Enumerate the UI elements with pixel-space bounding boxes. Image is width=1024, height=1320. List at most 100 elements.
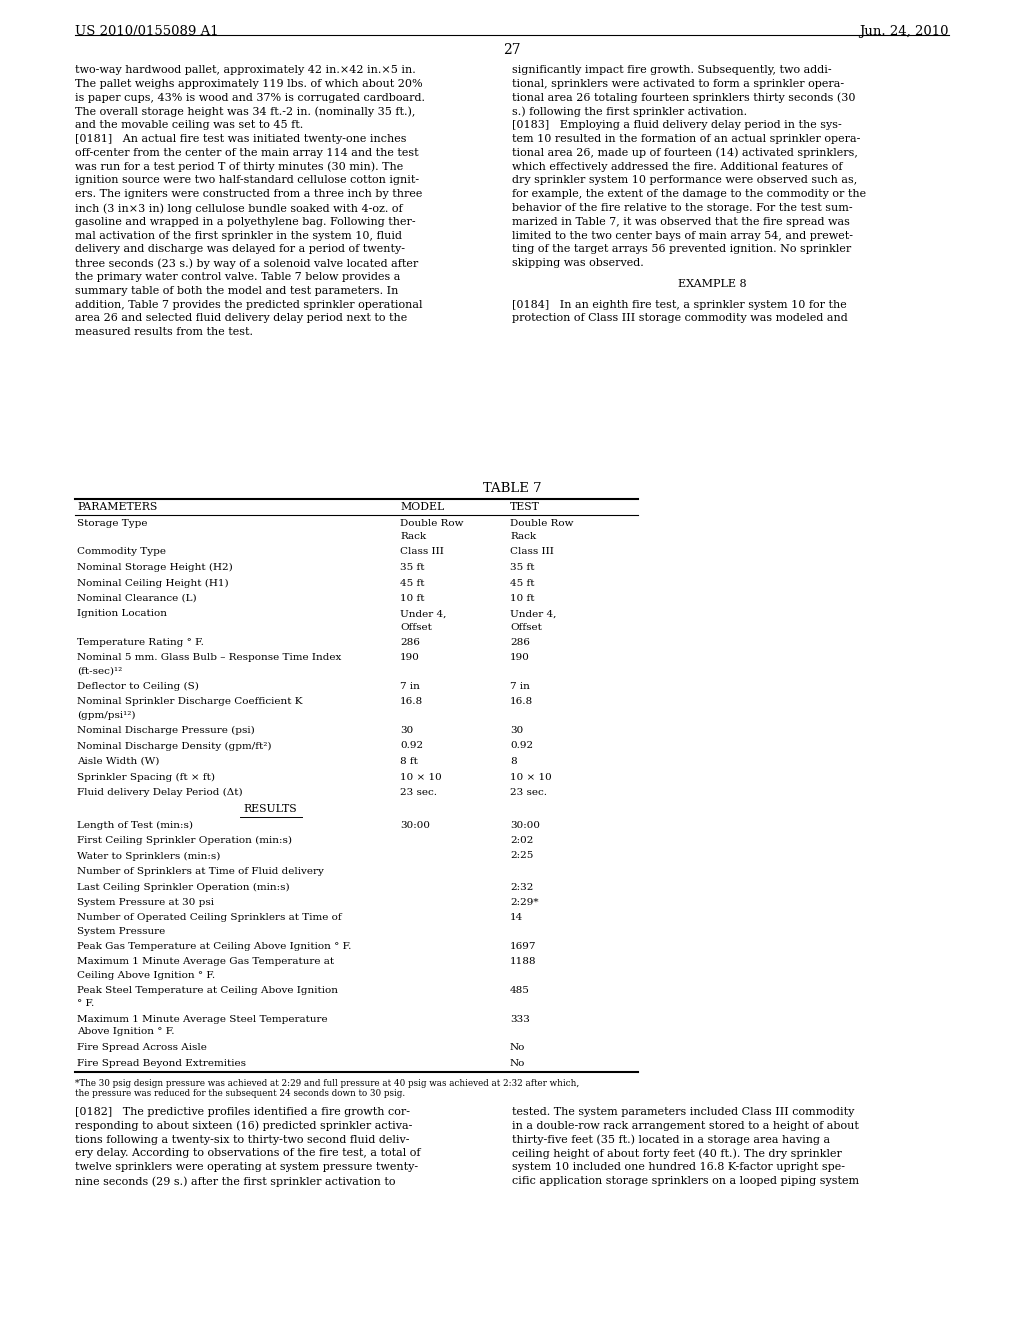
Text: Class III: Class III [510, 548, 554, 557]
Text: [0183]   Employing a fluid delivery delay period in the sys-: [0183] Employing a fluid delivery delay … [512, 120, 842, 131]
Text: 2:02: 2:02 [510, 836, 534, 845]
Text: 10 × 10: 10 × 10 [510, 772, 552, 781]
Text: tem 10 resulted in the formation of an actual sprinkler opera-: tem 10 resulted in the formation of an a… [512, 135, 860, 144]
Text: Length of Test (min:s): Length of Test (min:s) [77, 821, 193, 830]
Text: system 10 included one hundred 16.8 K-factor upright spe-: system 10 included one hundred 16.8 K-fa… [512, 1162, 845, 1172]
Text: Storage Type: Storage Type [77, 519, 147, 528]
Text: Peak Gas Temperature at Ceiling Above Ignition ° F.: Peak Gas Temperature at Ceiling Above Ig… [77, 942, 351, 950]
Text: tested. The system parameters included Class III commodity: tested. The system parameters included C… [512, 1107, 854, 1117]
Text: US 2010/0155089 A1: US 2010/0155089 A1 [75, 25, 219, 38]
Text: Nominal 5 mm. Glass Bulb – Response Time Index: Nominal 5 mm. Glass Bulb – Response Time… [77, 653, 341, 663]
Text: Ceiling Above Ignition ° F.: Ceiling Above Ignition ° F. [77, 970, 215, 979]
Text: off-center from the center of the main array 114 and the test: off-center from the center of the main a… [75, 148, 419, 158]
Text: Temperature Rating ° F.: Temperature Rating ° F. [77, 638, 204, 647]
Text: Ignition Location: Ignition Location [77, 610, 167, 619]
Text: *The 30 psig design pressure was achieved at 2:29 and full pressure at 40 psig w: *The 30 psig design pressure was achieve… [75, 1078, 580, 1088]
Text: was run for a test period T of thirty minutes (30 min). The: was run for a test period T of thirty mi… [75, 161, 403, 172]
Text: responding to about sixteen (16) predicted sprinkler activa-: responding to about sixteen (16) predict… [75, 1121, 413, 1131]
Text: Rack: Rack [400, 532, 426, 541]
Text: 23 sec.: 23 sec. [510, 788, 547, 797]
Text: 45 ft: 45 ft [510, 578, 535, 587]
Text: 8 ft: 8 ft [400, 756, 418, 766]
Text: tional, sprinklers were activated to form a sprinkler opera-: tional, sprinklers were activated to for… [512, 79, 844, 88]
Text: 2:29*: 2:29* [510, 898, 539, 907]
Text: Fire Spread Across Aisle: Fire Spread Across Aisle [77, 1043, 207, 1052]
Text: 0.92: 0.92 [510, 742, 534, 751]
Text: Above Ignition ° F.: Above Ignition ° F. [77, 1027, 174, 1036]
Text: 2:25: 2:25 [510, 851, 534, 861]
Text: 30: 30 [400, 726, 414, 735]
Text: 7 in: 7 in [400, 682, 420, 690]
Text: Nominal Storage Height (H2): Nominal Storage Height (H2) [77, 564, 232, 572]
Text: tional area 26, made up of fourteen (14) activated sprinklers,: tional area 26, made up of fourteen (14)… [512, 148, 858, 158]
Text: Under 4,: Under 4, [510, 610, 556, 619]
Text: tions following a twenty-six to thirty-two second fluid deliv-: tions following a twenty-six to thirty-t… [75, 1135, 410, 1144]
Text: area 26 and selected fluid delivery delay period next to the: area 26 and selected fluid delivery dela… [75, 313, 408, 323]
Text: which effectively addressed the fire. Additional features of: which effectively addressed the fire. Ad… [512, 161, 843, 172]
Text: Commodity Type: Commodity Type [77, 548, 166, 557]
Text: RESULTS: RESULTS [243, 804, 297, 813]
Text: Fire Spread Beyond Extremities: Fire Spread Beyond Extremities [77, 1059, 246, 1068]
Text: thirty-five feet (35 ft.) located in a storage area having a: thirty-five feet (35 ft.) located in a s… [512, 1135, 830, 1146]
Text: Nominal Sprinkler Discharge Coefficient K: Nominal Sprinkler Discharge Coefficient … [77, 697, 302, 706]
Text: Sprinkler Spacing (ft × ft): Sprinkler Spacing (ft × ft) [77, 772, 215, 781]
Text: ceiling height of about forty feet (40 ft.). The dry sprinkler: ceiling height of about forty feet (40 f… [512, 1148, 842, 1159]
Text: 2:32: 2:32 [510, 883, 534, 891]
Text: 1188: 1188 [510, 957, 537, 966]
Text: mal activation of the first sprinkler in the system 10, fluid: mal activation of the first sprinkler in… [75, 231, 402, 240]
Text: No: No [510, 1059, 525, 1068]
Text: 10 ft: 10 ft [510, 594, 535, 603]
Text: [0181]   An actual fire test was initiated twenty-one inches: [0181] An actual fire test was initiated… [75, 135, 407, 144]
Text: 30:00: 30:00 [510, 821, 540, 829]
Text: 35 ft: 35 ft [510, 564, 535, 572]
Text: 16.8: 16.8 [400, 697, 423, 706]
Text: 1697: 1697 [510, 942, 537, 950]
Text: ignition source were two half-standard cellulose cotton ignit-: ignition source were two half-standard c… [75, 176, 419, 185]
Text: 286: 286 [400, 638, 420, 647]
Text: System Pressure at 30 psi: System Pressure at 30 psi [77, 898, 214, 907]
Text: skipping was observed.: skipping was observed. [512, 259, 644, 268]
Text: Nominal Discharge Pressure (psi): Nominal Discharge Pressure (psi) [77, 726, 255, 735]
Text: Nominal Ceiling Height (H1): Nominal Ceiling Height (H1) [77, 578, 228, 587]
Text: Under 4,: Under 4, [400, 610, 446, 619]
Text: marized in Table 7, it was observed that the fire spread was: marized in Table 7, it was observed that… [512, 216, 850, 227]
Text: the primary water control valve. Table 7 below provides a: the primary water control valve. Table 7… [75, 272, 400, 282]
Text: delivery and discharge was delayed for a period of twenty-: delivery and discharge was delayed for a… [75, 244, 406, 255]
Text: TABLE 7: TABLE 7 [482, 482, 542, 495]
Text: 190: 190 [510, 653, 529, 663]
Text: significantly impact fire growth. Subsequently, two addi-: significantly impact fire growth. Subseq… [512, 65, 831, 75]
Text: (gpm/psi¹²): (gpm/psi¹²) [77, 710, 135, 719]
Text: 16.8: 16.8 [510, 697, 534, 706]
Text: Number of Operated Ceiling Sprinklers at Time of: Number of Operated Ceiling Sprinklers at… [77, 913, 342, 923]
Text: 27: 27 [503, 44, 521, 57]
Text: 23 sec.: 23 sec. [400, 788, 437, 797]
Text: ting of the target arrays 56 prevented ignition. No sprinkler: ting of the target arrays 56 prevented i… [512, 244, 851, 255]
Text: Nominal Discharge Density (gpm/ft²): Nominal Discharge Density (gpm/ft²) [77, 742, 271, 751]
Text: 35 ft: 35 ft [400, 564, 425, 572]
Text: measured results from the test.: measured results from the test. [75, 327, 253, 337]
Text: 10 ft: 10 ft [400, 594, 425, 603]
Text: behavior of the fire relative to the storage. For the test sum-: behavior of the fire relative to the sto… [512, 203, 853, 213]
Text: Deflector to Ceiling (S): Deflector to Ceiling (S) [77, 682, 199, 692]
Text: 7 in: 7 in [510, 682, 529, 690]
Text: Maximum 1 Minute Average Gas Temperature at: Maximum 1 Minute Average Gas Temperature… [77, 957, 334, 966]
Text: Fluid delivery Delay Period (Δt): Fluid delivery Delay Period (Δt) [77, 788, 243, 797]
Text: ° F.: ° F. [77, 999, 94, 1008]
Text: 8: 8 [510, 756, 517, 766]
Text: and the movable ceiling was set to 45 ft.: and the movable ceiling was set to 45 ft… [75, 120, 303, 131]
Text: tional area 26 totaling fourteen sprinklers thirty seconds (30: tional area 26 totaling fourteen sprinkl… [512, 92, 855, 103]
Text: EXAMPLE 8: EXAMPLE 8 [678, 279, 746, 289]
Text: 190: 190 [400, 653, 420, 663]
Text: Water to Sprinklers (min:s): Water to Sprinklers (min:s) [77, 851, 220, 861]
Text: Last Ceiling Sprinkler Operation (min:s): Last Ceiling Sprinkler Operation (min:s) [77, 883, 290, 891]
Text: No: No [510, 1043, 525, 1052]
Text: 333: 333 [510, 1015, 529, 1023]
Text: the pressure was reduced for the subsequent 24 seconds down to 30 psig.: the pressure was reduced for the subsequ… [75, 1089, 406, 1098]
Text: The pallet weighs approximately 119 lbs. of which about 20%: The pallet weighs approximately 119 lbs.… [75, 79, 423, 88]
Text: Rack: Rack [510, 532, 537, 541]
Text: (ft-sec)¹²: (ft-sec)¹² [77, 667, 122, 676]
Text: nine seconds (29 s.) after the first sprinkler activation to: nine seconds (29 s.) after the first spr… [75, 1176, 395, 1187]
Text: summary table of both the model and test parameters. In: summary table of both the model and test… [75, 286, 398, 296]
Text: 0.92: 0.92 [400, 742, 423, 751]
Text: gasoline and wrapped in a polyethylene bag. Following ther-: gasoline and wrapped in a polyethylene b… [75, 216, 416, 227]
